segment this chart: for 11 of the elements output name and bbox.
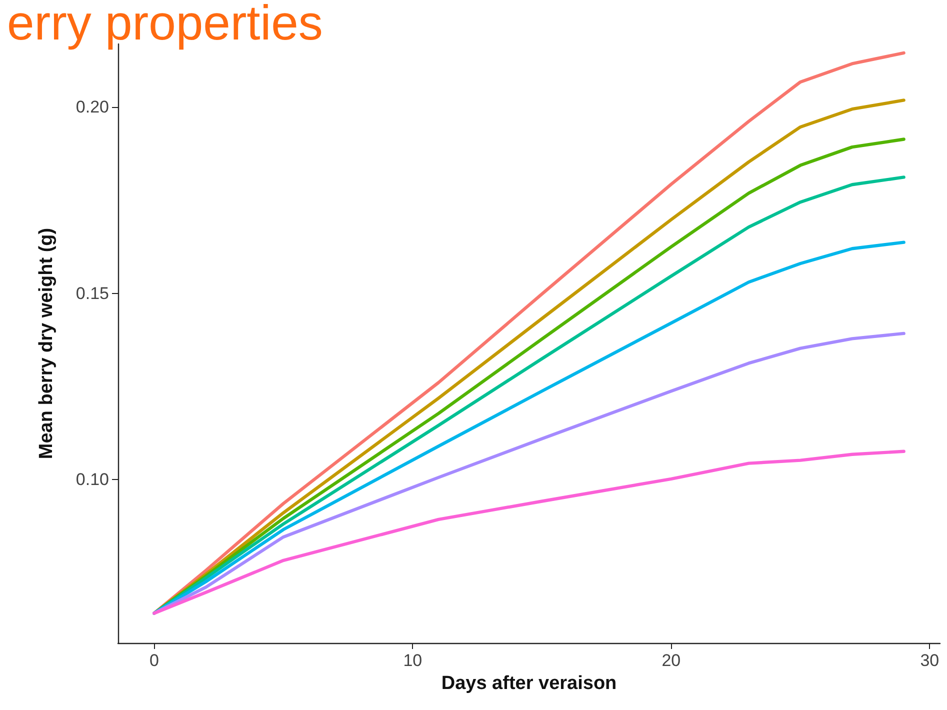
x-axis-title: Days after veraison xyxy=(441,672,617,694)
y-tick-label: 0.15 xyxy=(76,284,109,303)
x-tick-label: 20 xyxy=(662,651,681,670)
chart-title: erry properties xyxy=(7,0,323,50)
x-tick-label: 0 xyxy=(149,651,159,670)
x-tick-label: 10 xyxy=(403,651,422,670)
y-tick-label: 0.10 xyxy=(76,470,109,489)
x-tick-label: 30 xyxy=(920,651,940,670)
line-series xyxy=(152,450,906,615)
y-axis-title: Mean berry dry weight (g) xyxy=(36,228,57,460)
y-tick-label: 0.20 xyxy=(76,98,109,117)
